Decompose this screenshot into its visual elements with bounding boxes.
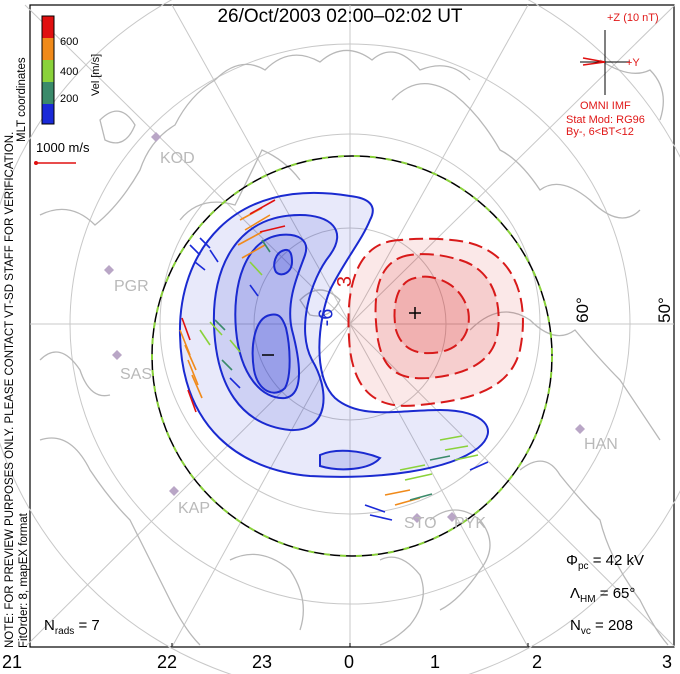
station-kap: KAP xyxy=(178,500,211,517)
imf-condition: By-, 6<BT<12 xyxy=(566,126,634,138)
station-sto: STO xyxy=(404,515,437,532)
colorbar-tick-400: 400 xyxy=(60,66,79,78)
positive-potential-cell xyxy=(347,237,524,407)
velocity-vectors xyxy=(179,199,489,521)
map-frame xyxy=(29,4,675,648)
mlt-label-1: 1 xyxy=(430,652,441,672)
latitude-label-60: 60° xyxy=(572,297,592,323)
coordinate-system-label: MLT coordinates xyxy=(16,57,28,142)
hm-latitude: ΛHM = 65° xyxy=(570,585,636,605)
mlt-label-3: 3 xyxy=(662,652,673,672)
mlt-ticks xyxy=(171,643,529,647)
coastlines xyxy=(39,49,669,646)
mlt-label-0: 0 xyxy=(344,652,355,672)
negative-contour-label: -6 xyxy=(315,308,338,327)
colorbar-tick-600: 600 xyxy=(60,36,79,48)
map-title: 26/Oct/2003 02:00–02:02 UT xyxy=(217,6,463,27)
station-pyk: PYK xyxy=(454,515,487,532)
imf-y-label: +Y xyxy=(626,57,640,69)
colorbar-label: Vel [m/s] xyxy=(90,53,102,96)
imf-z-label: +Z (10 nT) xyxy=(607,12,659,24)
station-pgr: PGR xyxy=(114,278,149,295)
radar-count: Nrads = 7 xyxy=(44,617,100,637)
positive-contour-label: 3 xyxy=(334,275,357,288)
mlt-label-21: 21 xyxy=(2,652,23,672)
scale-vector-label: 1000 m/s xyxy=(36,140,90,155)
hm-boundary-dash xyxy=(151,155,553,557)
colorbar-scale xyxy=(41,15,55,125)
vector-count: Nvc = 208 xyxy=(570,617,633,637)
imf-dial xyxy=(580,30,630,95)
mlt-label-2: 2 xyxy=(532,652,543,672)
station-markers xyxy=(104,132,585,523)
potential-extrema xyxy=(262,307,421,356)
station-sas: SAS xyxy=(120,366,153,383)
negative-potential-cell xyxy=(178,191,489,478)
mlt-label-23: 23 xyxy=(252,652,273,672)
side-notes: NOTE: FOR PREVIEW PURPOSES ONLY. PLEASE … xyxy=(4,12,30,648)
colorbar-tick-200: 200 xyxy=(60,93,79,105)
cross-polar-potential: Φpc = 42 kV xyxy=(566,552,644,572)
station-han: HAN xyxy=(584,436,618,453)
mlt-label-22: 22 xyxy=(157,652,178,672)
latitude-label-50: 50° xyxy=(654,297,674,323)
imf-source: OMNI IMF xyxy=(580,100,631,112)
station-kod: KOD xyxy=(160,150,195,167)
fit-order-note: FitOrder: 8, mapEX format xyxy=(18,513,30,648)
preview-note: NOTE: FOR PREVIEW PURPOSES ONLY. PLEASE … xyxy=(4,131,16,648)
stat-model: Stat Mod: RG96 xyxy=(566,114,645,126)
